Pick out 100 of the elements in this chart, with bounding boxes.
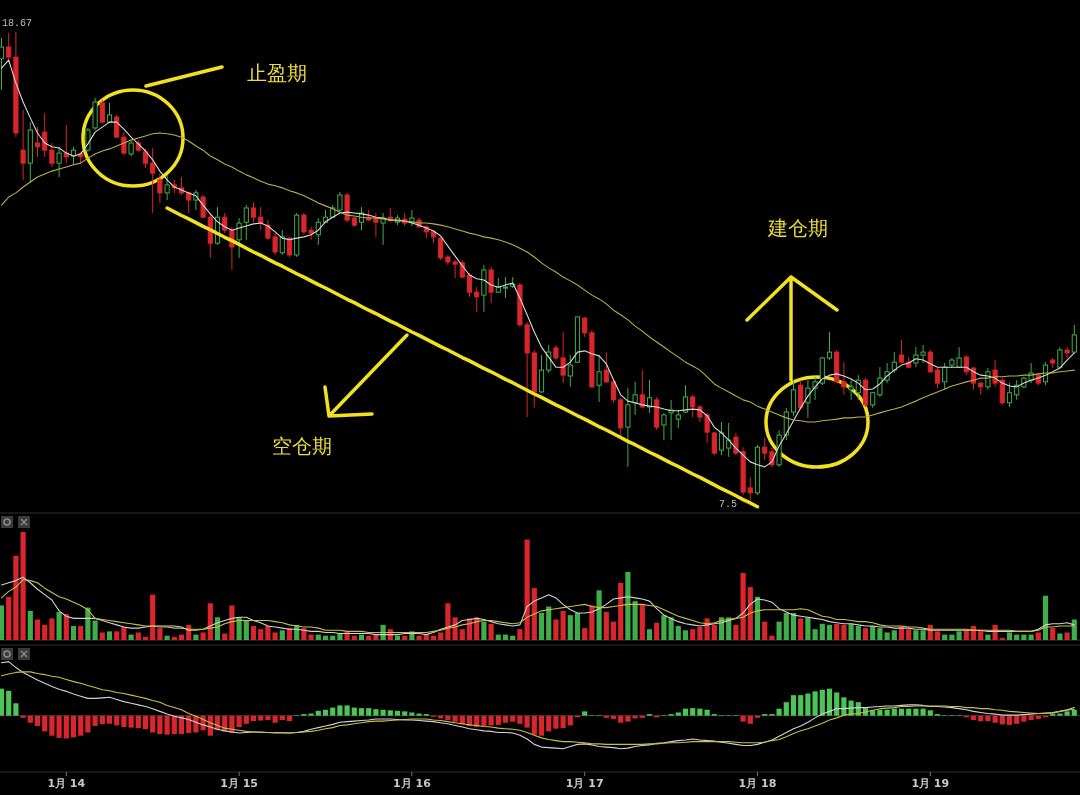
candlestick	[114, 114, 120, 138]
candlestick	[56, 146, 62, 178]
bar	[553, 715, 559, 729]
bar	[762, 621, 768, 640]
bar	[603, 715, 609, 718]
bar	[445, 603, 451, 640]
bar	[150, 594, 156, 640]
candlestick	[164, 174, 170, 201]
annotation: 7.5	[719, 499, 738, 510]
candlestick	[1006, 382, 1013, 408]
bar	[0, 688, 5, 716]
bar	[344, 705, 350, 716]
bar	[646, 629, 653, 640]
bar	[1021, 715, 1027, 722]
bar	[394, 635, 401, 640]
bar	[337, 705, 343, 716]
bar	[416, 635, 422, 640]
bar	[366, 708, 372, 716]
bar	[373, 709, 379, 716]
bar	[819, 623, 825, 640]
candlestick	[150, 147, 156, 214]
bar	[618, 582, 624, 640]
bar	[877, 709, 883, 716]
bar	[322, 709, 329, 716]
bar	[121, 715, 127, 728]
bar	[1006, 632, 1013, 640]
bar	[49, 715, 55, 736]
bar	[351, 635, 357, 640]
candlestick	[243, 204, 249, 241]
bar	[34, 715, 41, 726]
candlestick	[841, 361, 847, 396]
bar	[1006, 715, 1013, 725]
bar	[596, 590, 602, 640]
bar	[229, 605, 235, 640]
bar	[862, 628, 869, 640]
candlestick	[718, 421, 725, 456]
bar	[1071, 709, 1077, 716]
bar	[1057, 713, 1063, 716]
bar	[13, 703, 19, 716]
bar	[798, 695, 804, 716]
bar	[63, 715, 69, 739]
bar	[495, 715, 501, 725]
bar	[733, 624, 739, 640]
candlestick	[798, 379, 804, 411]
candlestick	[1071, 324, 1077, 354]
bar	[531, 715, 537, 735]
bar	[409, 712, 415, 716]
bar	[322, 635, 329, 640]
bar	[992, 715, 998, 723]
bar	[488, 623, 494, 640]
candlestick	[373, 212, 379, 238]
bar	[510, 635, 516, 640]
bar	[157, 715, 163, 735]
candlestick	[546, 344, 552, 374]
bar	[128, 715, 134, 728]
bar	[754, 715, 761, 718]
bar	[517, 715, 523, 724]
bar	[805, 693, 811, 716]
bar	[524, 539, 530, 640]
annotation: 止盈期	[247, 61, 307, 85]
bar	[834, 692, 840, 716]
bar	[776, 708, 782, 716]
candlestick	[142, 148, 149, 169]
bar	[906, 708, 912, 716]
bar	[106, 715, 113, 724]
bar	[999, 637, 1005, 640]
candlestick	[675, 409, 681, 429]
bar	[330, 707, 336, 716]
bar	[675, 712, 681, 716]
bar	[798, 618, 804, 640]
bar	[42, 715, 48, 732]
bar	[70, 715, 77, 738]
bar	[524, 715, 530, 728]
bar	[560, 715, 566, 729]
bar	[358, 708, 365, 716]
bar	[776, 621, 782, 640]
bar	[582, 628, 588, 640]
bar	[740, 715, 746, 722]
candlestick	[49, 142, 55, 168]
bar	[1064, 711, 1070, 716]
bar	[668, 617, 674, 640]
bar	[697, 708, 703, 716]
candlestick	[661, 412, 667, 441]
bar	[13, 555, 19, 640]
bar	[812, 691, 818, 716]
candlestick	[63, 124, 69, 164]
x-tick-label: 1月 16	[393, 777, 432, 790]
candlestick	[99, 99, 105, 124]
bar	[380, 709, 386, 716]
bar	[78, 625, 84, 640]
bar	[481, 621, 487, 640]
bar	[243, 620, 249, 640]
bar	[610, 621, 617, 640]
annotation: 空仓期	[272, 434, 332, 458]
bar	[6, 690, 12, 716]
bar	[157, 628, 163, 640]
candlestick	[596, 354, 602, 403]
bar	[970, 715, 977, 721]
bar	[92, 715, 98, 726]
candlestick	[790, 379, 797, 417]
